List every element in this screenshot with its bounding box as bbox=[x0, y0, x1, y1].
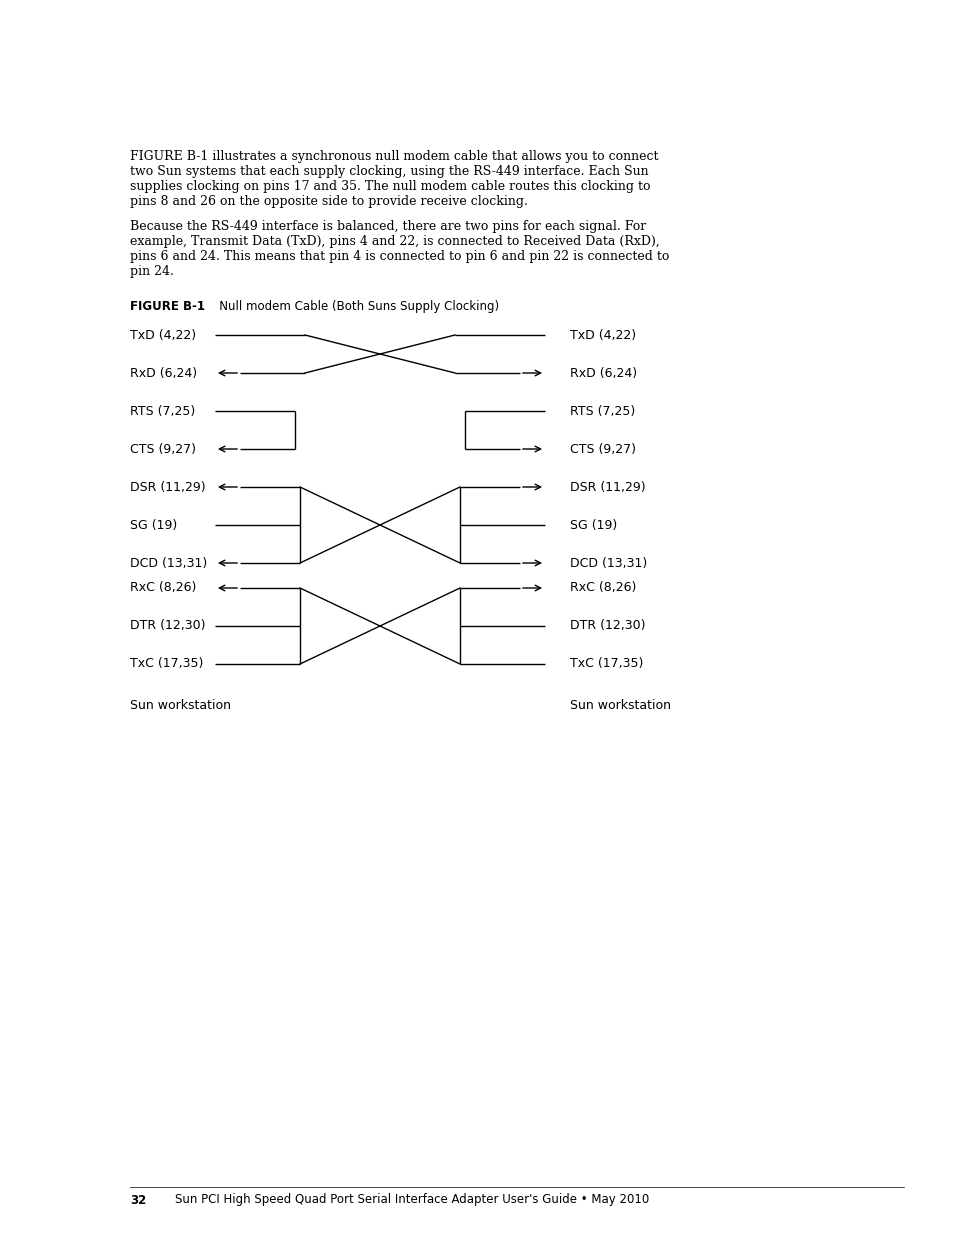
Text: TxD (4,22): TxD (4,22) bbox=[130, 329, 196, 342]
Text: DCD (13,31): DCD (13,31) bbox=[569, 557, 646, 569]
Text: 32: 32 bbox=[130, 1193, 146, 1207]
Text: RTS (7,25): RTS (7,25) bbox=[130, 405, 195, 417]
Text: TxC (17,35): TxC (17,35) bbox=[569, 657, 642, 671]
Text: SG (19): SG (19) bbox=[569, 519, 617, 531]
Text: RTS (7,25): RTS (7,25) bbox=[569, 405, 635, 417]
Text: DSR (11,29): DSR (11,29) bbox=[569, 480, 645, 494]
Text: DCD (13,31): DCD (13,31) bbox=[130, 557, 207, 569]
Text: Sun workstation: Sun workstation bbox=[130, 699, 231, 713]
Text: TxD (4,22): TxD (4,22) bbox=[569, 329, 636, 342]
Text: TxC (17,35): TxC (17,35) bbox=[130, 657, 203, 671]
Text: Sun PCI High Speed Quad Port Serial Interface Adapter User's Guide • May 2010: Sun PCI High Speed Quad Port Serial Inte… bbox=[174, 1193, 649, 1207]
Text: RxC (8,26): RxC (8,26) bbox=[130, 582, 196, 594]
Text: FIGURE B-1: FIGURE B-1 bbox=[130, 300, 205, 312]
Text: RxD (6,24): RxD (6,24) bbox=[130, 367, 197, 379]
Text: RxD (6,24): RxD (6,24) bbox=[569, 367, 637, 379]
Text: Because the RS-449 interface is balanced, there are two pins for each signal. Fo: Because the RS-449 interface is balanced… bbox=[130, 220, 669, 278]
Text: FIGURE B-1 illustrates a synchronous null modem cable that allows you to connect: FIGURE B-1 illustrates a synchronous nul… bbox=[130, 149, 658, 207]
Text: Sun workstation: Sun workstation bbox=[569, 699, 670, 713]
Text: DSR (11,29): DSR (11,29) bbox=[130, 480, 206, 494]
Text: DTR (12,30): DTR (12,30) bbox=[569, 620, 645, 632]
Text: RxC (8,26): RxC (8,26) bbox=[569, 582, 636, 594]
Text: DTR (12,30): DTR (12,30) bbox=[130, 620, 205, 632]
Text: CTS (9,27): CTS (9,27) bbox=[130, 442, 195, 456]
Text: SG (19): SG (19) bbox=[130, 519, 177, 531]
Text: CTS (9,27): CTS (9,27) bbox=[569, 442, 636, 456]
Text: Null modem Cable (Both Suns Supply Clocking): Null modem Cable (Both Suns Supply Clock… bbox=[208, 300, 498, 312]
